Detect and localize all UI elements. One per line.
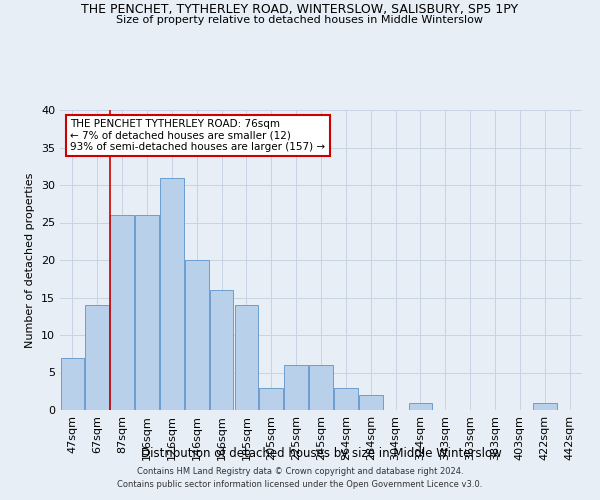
Text: Distribution of detached houses by size in Middle Winterslow: Distribution of detached houses by size … [140, 448, 502, 460]
Bar [210, 290, 233, 410]
Bar [284, 365, 308, 410]
Bar [409, 402, 432, 410]
Bar [110, 215, 134, 410]
Text: THE PENCHET TYTHERLEY ROAD: 76sqm
← 7% of detached houses are smaller (12)
93% o: THE PENCHET TYTHERLEY ROAD: 76sqm ← 7% o… [70, 119, 326, 152]
Bar [533, 402, 557, 410]
Y-axis label: Number of detached properties: Number of detached properties [25, 172, 35, 348]
Bar [235, 305, 258, 410]
Bar [259, 388, 283, 410]
Text: THE PENCHET, TYTHERLEY ROAD, WINTERSLOW, SALISBURY, SP5 1PY: THE PENCHET, TYTHERLEY ROAD, WINTERSLOW,… [82, 2, 518, 16]
Text: Size of property relative to detached houses in Middle Winterslow: Size of property relative to detached ho… [116, 15, 484, 25]
Bar [85, 305, 109, 410]
Text: Contains public sector information licensed under the Open Government Licence v3: Contains public sector information licen… [118, 480, 482, 489]
Bar [309, 365, 333, 410]
Bar [359, 395, 383, 410]
Bar [135, 215, 159, 410]
Bar [160, 178, 184, 410]
Bar [61, 358, 84, 410]
Bar [334, 388, 358, 410]
Text: Contains HM Land Registry data © Crown copyright and database right 2024.: Contains HM Land Registry data © Crown c… [137, 467, 463, 476]
Bar [185, 260, 209, 410]
